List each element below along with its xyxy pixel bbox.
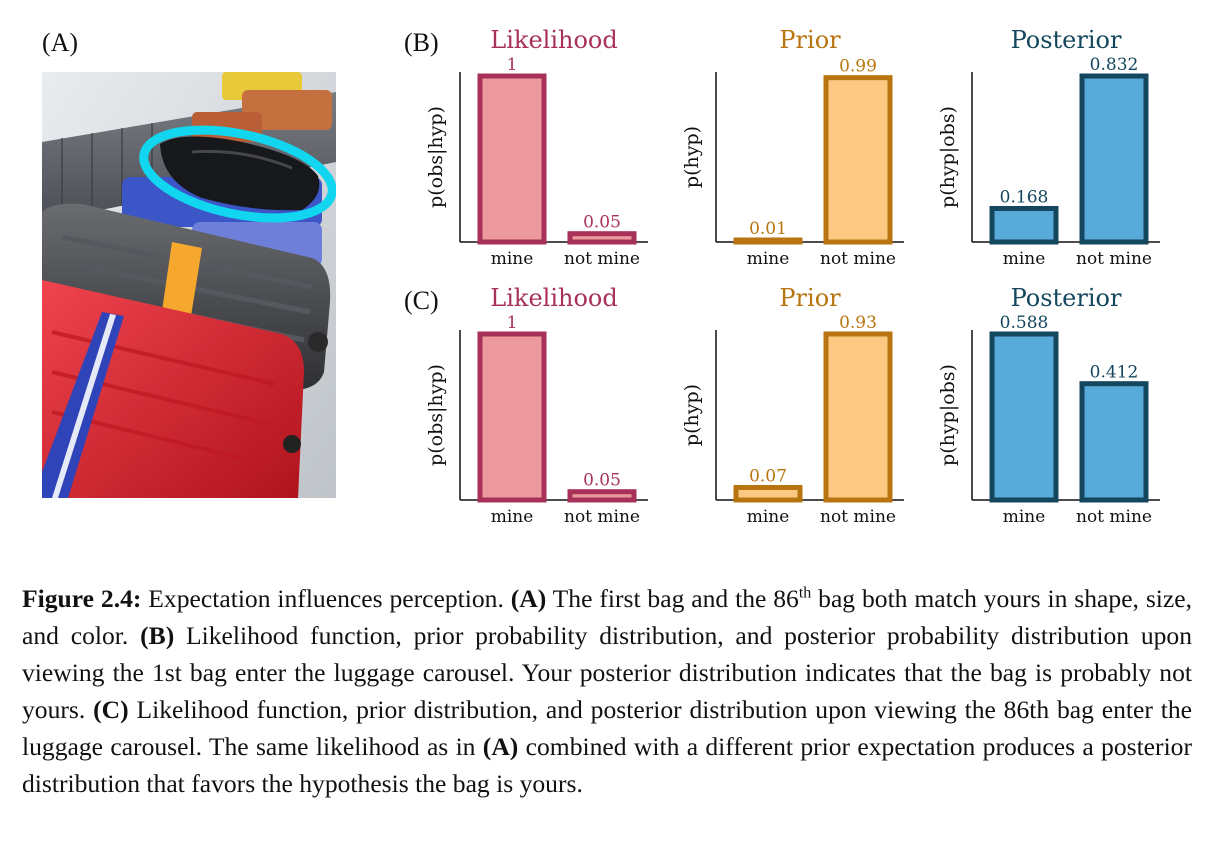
bar-b-posterior-not-mine (1079, 73, 1149, 245)
chart-title-c-prior: Prior (779, 284, 841, 312)
tick-label-b-likelihood-0: mine (491, 249, 534, 269)
tick-label-b-prior-1: not mine (820, 249, 896, 269)
y-axis-label-c-likelihood: p(obs|hyp) (425, 364, 447, 466)
tick-label-b-posterior-0: mine (1003, 249, 1046, 269)
data-label-b-posterior-1: 0.832 (1090, 55, 1139, 75)
caption-ref-b: (B) (140, 621, 175, 650)
tick-label-b-likelihood-1: not mine (564, 249, 640, 269)
bar-b-likelihood-mine (477, 73, 547, 245)
tick-label-b-prior-0: mine (747, 249, 790, 269)
tick-label-c-posterior-1: not mine (1076, 507, 1152, 527)
caption-lead: Expectation influences perception. (141, 584, 511, 613)
data-label-c-likelihood-0: 1 (507, 313, 518, 333)
tick-label-c-prior-0: mine (747, 507, 790, 527)
y-axis-label-b-likelihood: p(obs|hyp) (425, 106, 447, 208)
bar-c-prior-not-mine (823, 331, 893, 503)
tick-label-c-likelihood-0: mine (491, 507, 534, 527)
panel-label-b: (B) (404, 28, 439, 57)
chart-c-prior: Prior p(hyp) 0.07 mine 0.93 not mine (681, 284, 904, 527)
caption-a-text-cont: bag both match yours in shape, size, and… (22, 584, 1193, 650)
chart-title-c-likelihood: Likelihood (490, 284, 617, 312)
chart-title-b-posterior: Posterior (1011, 26, 1122, 54)
luggage-carousel-photo (42, 72, 336, 498)
data-label-c-posterior-0: 0.588 (1000, 313, 1049, 333)
tick-label-c-posterior-0: mine (1003, 507, 1046, 527)
chart-b-likelihood: Likelihood p(obs|hyp) 1 mine 0.05 not mine (425, 26, 648, 269)
panel-label-a: (A) (42, 28, 79, 57)
data-label-b-likelihood-1: 0.05 (583, 213, 621, 233)
bar-b-prior-not-mine (823, 75, 893, 245)
caption-ref-a: (A) (510, 584, 547, 613)
bar-b-likelihood-not-mine (567, 231, 637, 245)
y-axis-label-c-posterior: p(hyp|obs) (937, 364, 959, 466)
data-label-b-prior-1: 0.99 (839, 57, 877, 77)
bar-b-posterior-mine (989, 205, 1059, 245)
y-axis-label-c-prior: p(hyp) (681, 384, 703, 446)
bar-c-likelihood-not-mine (567, 489, 637, 503)
caption-superscript: th (798, 584, 812, 602)
panel-label-c: (C) (404, 286, 439, 315)
figure-caption: Figure 2.4: Expectation influences perce… (22, 580, 1192, 802)
bar-c-likelihood-mine (477, 331, 547, 503)
caption-ref-c: (C) (93, 695, 129, 724)
y-axis-label-b-posterior: p(hyp|obs) (937, 106, 959, 208)
bar-b-prior-mine (733, 237, 803, 245)
chart-b-prior: Prior p(hyp) 0.01 mine 0.99 not mine (681, 26, 904, 269)
caption-end-text: combined with a different prior expectat… (22, 732, 1192, 798)
caption-b-text: Likelihood function, prior probability d… (22, 621, 1193, 724)
chart-title-c-posterior: Posterior (1011, 284, 1122, 312)
data-label-c-prior-0: 0.07 (749, 467, 787, 487)
tick-label-c-likelihood-1: not mine (564, 507, 640, 527)
bar-c-posterior-mine (989, 331, 1059, 503)
bar-c-prior-mine (733, 485, 803, 503)
chart-c-likelihood: Likelihood p(obs|hyp) 1 mine 0.05 not mine (425, 284, 648, 527)
data-label-c-posterior-1: 0.412 (1090, 363, 1139, 383)
data-label-c-prior-1: 0.93 (839, 313, 877, 333)
data-label-c-likelihood-1: 0.05 (583, 471, 621, 491)
caption-figure-number: Figure 2.4: (22, 584, 142, 613)
chart-title-b-prior: Prior (779, 26, 841, 54)
tick-label-b-posterior-1: not mine (1076, 249, 1152, 269)
data-label-b-posterior-0: 0.168 (1000, 187, 1049, 207)
tick-label-c-prior-1: not mine (820, 507, 896, 527)
chart-title-b-likelihood: Likelihood (490, 26, 617, 54)
caption-c-text: Likelihood function, prior distribution,… (22, 695, 1192, 761)
chart-c-posterior: Posterior p(hyp|obs) 0.588 mine 0.412 not min… (937, 284, 1160, 527)
y-axis-label-b-prior: p(hyp) (681, 126, 703, 188)
data-label-b-likelihood-0: 1 (507, 55, 518, 75)
caption-ref-a-second: (A) (482, 732, 519, 761)
data-label-b-prior-0: 0.01 (749, 219, 787, 239)
chart-b-posterior: Posterior p(hyp|obs) 0.168 mine 0.832 not min… (937, 26, 1160, 269)
caption-a-text: The first bag and the 86 (546, 584, 799, 613)
bar-c-posterior-not-mine (1079, 381, 1149, 503)
